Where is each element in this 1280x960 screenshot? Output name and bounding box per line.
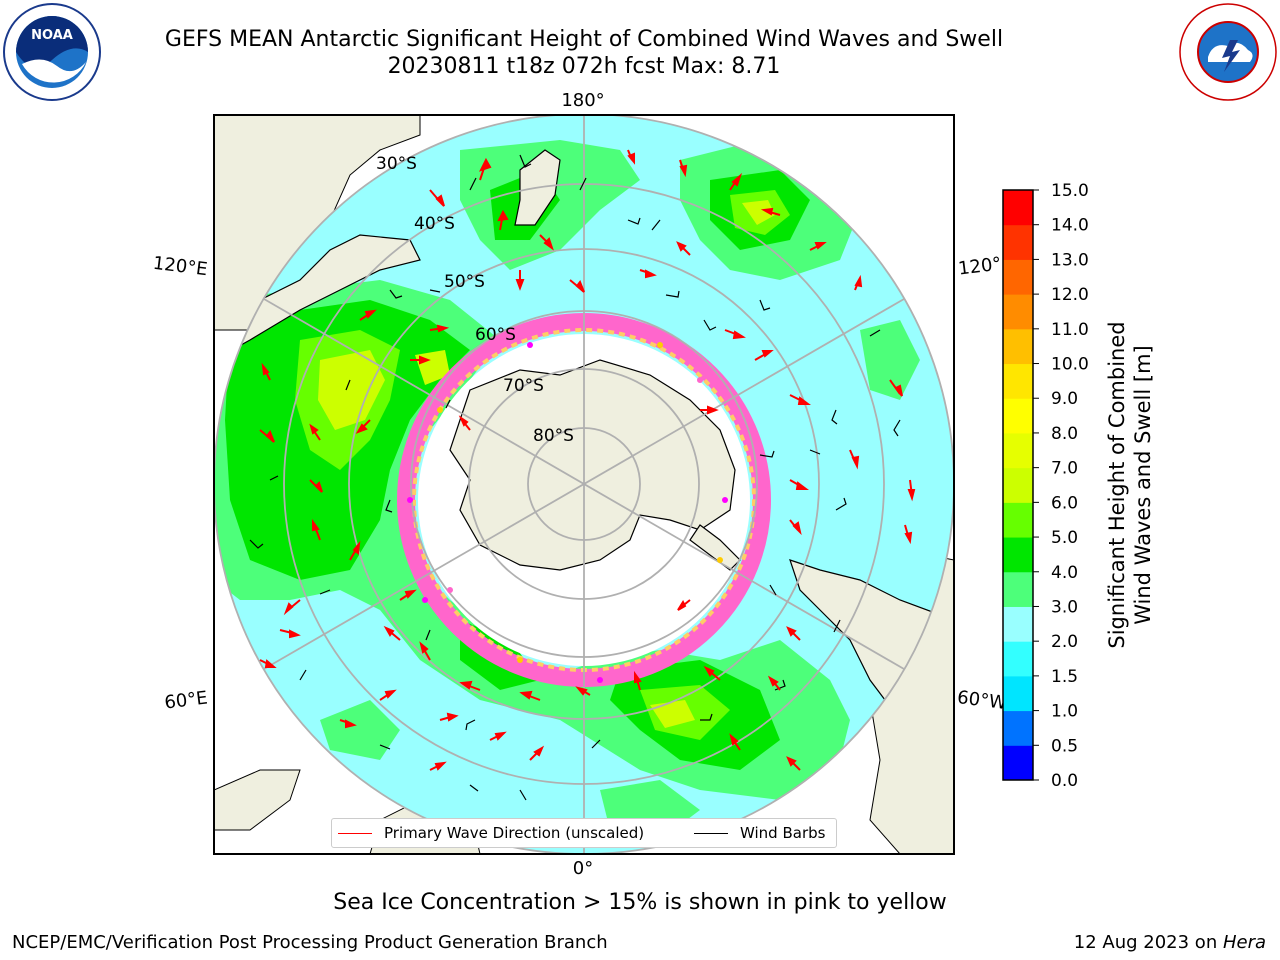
meridian-label-60e: 60°E: [163, 687, 209, 713]
colorbar-tick-label: 1.5: [1051, 667, 1078, 687]
legend-wind-barbs-swatch: [694, 832, 728, 834]
legend-wind-barbs: Wind Barbs: [694, 824, 825, 842]
colorbar-segment: [1003, 606, 1033, 642]
colorbar-label-line1: Significant Height of Combined: [1105, 321, 1129, 648]
meridian-label-120e: 120°E: [152, 253, 209, 281]
meridian-label-120w: 120°: [957, 253, 1003, 279]
colorbar-segment: [1003, 745, 1033, 781]
map-title: GEFS MEAN Antarctic Significant Height o…: [164, 27, 1004, 52]
colorbar-segment: [1003, 467, 1033, 503]
australia-land: [214, 234, 421, 362]
colorbar-tick-label: 13.0: [1051, 250, 1089, 270]
primary-wave-arrows: [259, 149, 916, 771]
colorbar-segment: [1003, 398, 1033, 434]
colorbar-tick-label: 0.0: [1051, 771, 1078, 791]
lat-label-40s: 40°S: [414, 214, 455, 234]
lat-label-50s: 50°S: [444, 272, 485, 292]
colorbar-border: [1002, 189, 1034, 781]
map-legend: Primary Wave Direction (unscaled) Wind B…: [331, 818, 837, 848]
lat-label-60s: 60°S: [475, 325, 516, 345]
colorbar-segment: [1003, 363, 1033, 399]
lat-label-30s: 30°S: [376, 154, 417, 174]
footer-date: 12 Aug 2023 on Hera: [1074, 932, 1266, 953]
colorbar-tick-label: 9.0: [1051, 389, 1078, 409]
meridian-label-60w: 60°W: [956, 687, 1008, 714]
colorbar-segment: [1003, 710, 1033, 746]
svg-text:NOAA: NOAA: [31, 28, 73, 43]
colorbar-tick-label: 2.0: [1051, 632, 1078, 652]
colorbar-segment: [1003, 641, 1033, 677]
colorbar-segment: [1003, 259, 1033, 295]
colorbar-tick-label: 1.0: [1051, 702, 1078, 722]
colorbar-segment: [1003, 224, 1033, 260]
map-frame: [213, 114, 955, 855]
nws-logo: [1179, 3, 1277, 101]
noaa-logo: NOAA: [3, 3, 101, 101]
meridian-label-180: 180°: [561, 90, 604, 111]
wind-barbs: [249, 154, 901, 801]
colorbar-tick-label: 14.0: [1051, 216, 1089, 236]
meridian-label-0: 0°: [573, 858, 593, 879]
lat-label-70s: 70°S: [503, 376, 544, 396]
antarctic-peninsula: [689, 524, 741, 571]
colorbar-segment: [1003, 675, 1033, 712]
colorbar: 0.0 0.5 1.0 1.5 2.0 3.0 4.0 5.0 6.0 7.0 8.0 9.0 10.0…: [1002, 181, 1089, 791]
colorbar-segment: [1003, 432, 1033, 469]
colorbar-segment: [1003, 328, 1033, 365]
antarctica-land: [449, 359, 736, 571]
legend-primary-wave-label: Primary Wave Direction (unscaled): [384, 824, 645, 842]
colorbar-segment: [1003, 537, 1033, 573]
colorbar-label-line2: Wind Waves and Swell [m]: [1131, 345, 1155, 625]
colorbar-segment: [1003, 190, 1033, 226]
colorbar-tick-label: 0.5: [1051, 736, 1078, 756]
colorbar-segment: [1003, 502, 1033, 538]
footer-machine: Hera: [1222, 932, 1266, 953]
colorbar-tick-label: 6.0: [1051, 493, 1078, 513]
lat-label-80s: 80°S: [533, 426, 574, 446]
map-subtitle: 20230811 t18z 072h fcst Max: 8.71: [387, 54, 781, 79]
legend-primary-wave-swatch: [338, 832, 372, 834]
colorbar-tick-label: 12.0: [1051, 285, 1089, 305]
colorbar-tick-label: 8.0: [1051, 424, 1078, 444]
graticule: [214, 115, 954, 854]
legend-primary-wave: Primary Wave Direction (unscaled): [338, 824, 644, 842]
colorbar-segment: [1003, 571, 1033, 607]
colorbar-tick-label: 4.0: [1051, 563, 1078, 583]
sea-ice-note: Sea Ice Concentration > 15% is shown in …: [333, 890, 947, 915]
colorbar-tick-label: 5.0: [1051, 528, 1078, 548]
footer-date-text: 12 Aug 2023 on: [1073, 932, 1223, 953]
colorbar-tick-label: 7.0: [1051, 459, 1078, 479]
footer-credit: NCEP/EMC/Verification Post Processing Pr…: [12, 932, 608, 953]
wave-field-6m: [318, 200, 775, 728]
legend-wind-barbs-label: Wind Barbs: [740, 824, 826, 842]
sea-ice-speckles: [407, 342, 728, 683]
colorbar-tick-label: 11.0: [1051, 320, 1089, 340]
colorbar-tick-label: 15.0: [1051, 181, 1089, 201]
colorbar-tick-label: 10.0: [1051, 355, 1089, 375]
colorbar-segment: [1003, 294, 1033, 330]
colorbar-tick-label: 3.0: [1051, 597, 1078, 617]
